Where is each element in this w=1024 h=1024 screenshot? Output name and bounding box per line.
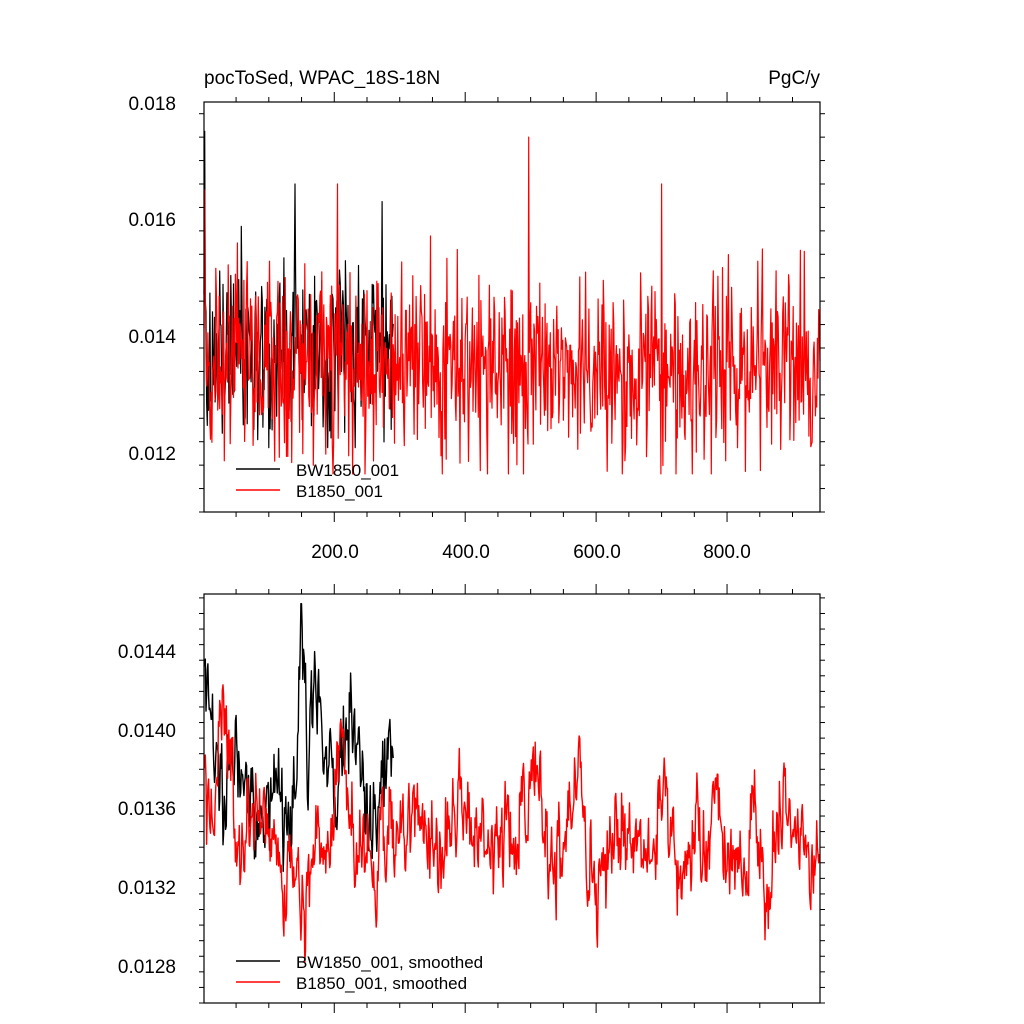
- top-panel-ticks: [199, 92, 825, 522]
- top-ytick-label-3: 0.018: [128, 94, 176, 115]
- series-line-bw1850-001-smoothed: [204, 603, 394, 873]
- top-panel-units: PgC/y: [768, 68, 820, 89]
- top-ytick-label-0: 0.012: [128, 444, 176, 465]
- top-xtick-label-0: 200.0: [311, 542, 359, 563]
- top-xtick-label-2: 600.0: [573, 542, 621, 563]
- bottom-panel-ticks: [199, 584, 825, 1013]
- bottom-panel-frame: [203, 593, 821, 1004]
- top-legend-label-red: B1850_001: [296, 482, 383, 501]
- bottom-panel-series: [204, 603, 821, 964]
- series-line-b1850-001-smoothed: [204, 684, 821, 964]
- top-ytick-label-1: 0.014: [128, 327, 176, 348]
- series-line-b1850-001: [203, 136, 821, 475]
- bottom-panel: 0.0128 0.0132 0.0136 0.0140 0.0144 BW185…: [118, 584, 825, 1013]
- bottom-legend-label-black: BW1850_001, smoothed: [296, 953, 483, 972]
- top-xtick-label-3: 800.0: [703, 542, 751, 563]
- top-panel: pocToSed, WPAC_18S-18N PgC/y 0.012 0.014…: [128, 68, 825, 563]
- bottom-legend-label-red: B1850_001, smoothed: [296, 974, 467, 993]
- top-legend-label-black: BW1850_001: [296, 461, 399, 480]
- top-panel-series: [203, 130, 821, 475]
- top-ytick-label-2: 0.016: [128, 210, 176, 231]
- bottom-ytick-label-3: 0.0140: [118, 721, 176, 742]
- top-panel-title: pocToSed, WPAC_18S-18N: [204, 68, 440, 89]
- bottom-ytick-label-4: 0.0144: [118, 642, 177, 663]
- bottom-ytick-label-1: 0.0132: [118, 878, 176, 899]
- top-xtick-label-1: 400.0: [442, 542, 490, 563]
- top-panel-frame: [203, 101, 821, 513]
- bottom-ytick-label-2: 0.0136: [118, 799, 176, 820]
- bottom-ytick-label-0: 0.0128: [118, 957, 176, 978]
